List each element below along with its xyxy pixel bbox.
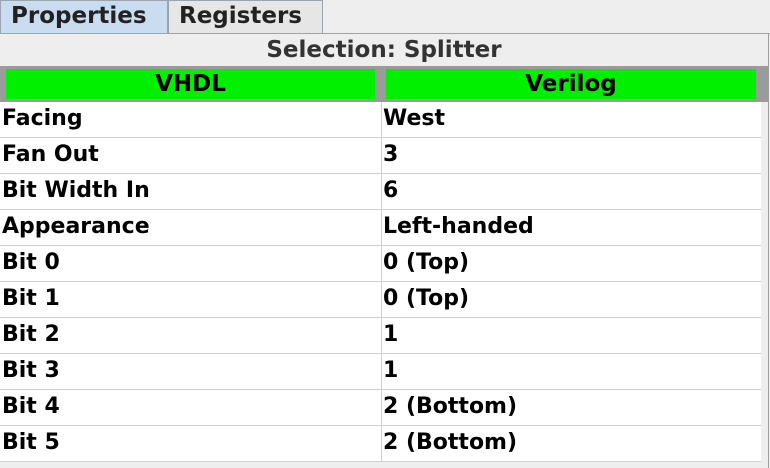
table-row: Bit 3 1	[0, 354, 761, 390]
attribute-value-bit-2[interactable]: 1	[381, 318, 761, 353]
table-row: Bit 5 2 (Bottom)	[0, 426, 761, 462]
attribute-name: Bit 2	[2, 322, 60, 347]
attribute-value-bit-0[interactable]: 0 (Top)	[381, 246, 761, 281]
properties-panel: Selection: Splitter VHDL Verilog Facing …	[0, 34, 769, 468]
tab-properties[interactable]: Properties	[0, 0, 168, 33]
table-row: Appearance Left-handed	[0, 210, 761, 246]
attribute-name: Bit 0	[2, 250, 60, 275]
table-row: Bit 4 2 (Bottom)	[0, 390, 761, 426]
attribute-name: Facing	[2, 106, 83, 131]
attribute-name: Fan Out	[2, 142, 99, 167]
attribute-name: Bit 5	[2, 430, 60, 455]
attribute-name: Bit 4	[2, 394, 60, 419]
attribute-value-bit-width-in[interactable]: 6	[381, 174, 761, 209]
attribute-name: Bit 3	[2, 358, 60, 383]
attribute-name: Appearance	[2, 214, 150, 239]
vhdl-button[interactable]: VHDL	[6, 69, 375, 99]
attribute-value-bit-1[interactable]: 0 (Top)	[381, 282, 761, 317]
tab-registers[interactable]: Registers	[168, 0, 323, 33]
attribute-value-bit-4[interactable]: 2 (Bottom)	[381, 390, 761, 425]
attribute-value-bit-5[interactable]: 2 (Bottom)	[381, 426, 761, 461]
attribute-name: Bit Width In	[2, 178, 150, 203]
table-row: Facing West	[0, 102, 761, 138]
attribute-value-appearance[interactable]: Left-handed	[381, 210, 761, 245]
tab-bar: Properties Registers	[0, 0, 770, 34]
table-row: Bit Width In 6	[0, 174, 761, 210]
attribute-table: Facing West Fan Out 3 Bit Width In 6 App…	[0, 102, 761, 462]
table-bottom-edge	[0, 462, 761, 468]
table-row: Bit 0 0 (Top)	[0, 246, 761, 282]
attribute-name: Bit 1	[2, 286, 60, 311]
attribute-value-facing[interactable]: West	[381, 102, 761, 137]
attribute-value-bit-3[interactable]: 1	[381, 354, 761, 389]
tab-divider	[0, 33, 770, 34]
verilog-button[interactable]: Verilog	[386, 69, 756, 99]
table-row: Bit 1 0 (Top)	[0, 282, 761, 318]
attribute-value-fan-out[interactable]: 3	[381, 138, 761, 173]
table-row: Bit 2 1	[0, 318, 761, 354]
table-row: Fan Out 3	[0, 138, 761, 174]
selection-title: Selection: Splitter	[266, 37, 502, 63]
hdl-button-row: VHDL Verilog	[0, 66, 768, 102]
